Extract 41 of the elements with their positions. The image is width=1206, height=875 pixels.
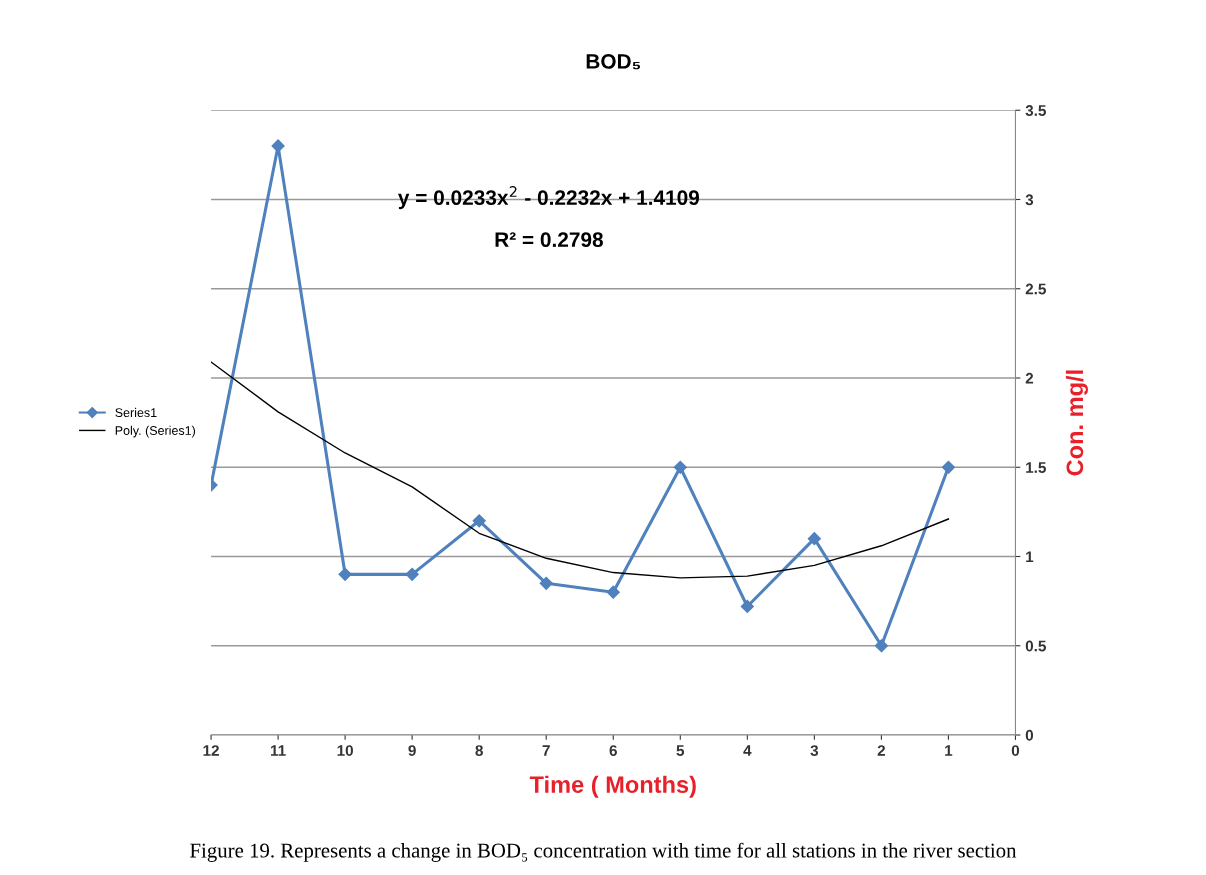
legend-label: Series1 <box>115 407 157 418</box>
x-tick-label: 3 <box>810 745 819 756</box>
point <box>539 576 553 590</box>
x-tick-label: 1 <box>945 745 953 756</box>
y-tick-label: 2.5 <box>1025 283 1046 295</box>
y-tick-label: 3.5 <box>1025 105 1046 116</box>
x-tick-label: 6 <box>609 745 617 756</box>
point <box>338 567 352 581</box>
legend-label: Poly. (Series1) <box>115 425 196 438</box>
y-tick-label: 1 <box>1026 551 1034 563</box>
y-tick-label: 3 <box>1025 194 1034 206</box>
y-tick-label: 2 <box>1025 372 1034 384</box>
point <box>673 460 687 474</box>
x-tick-label: 5 <box>676 745 685 756</box>
y-tick-label: 0.5 <box>1025 640 1046 652</box>
annotation: R² = 0.2798 <box>495 232 603 248</box>
point <box>271 139 285 153</box>
point <box>874 639 888 653</box>
y-axis-title: Con. mg/l <box>1065 370 1088 476</box>
line-series <box>211 361 950 579</box>
x-tick-label: 0 <box>1011 745 1020 756</box>
point <box>472 514 486 528</box>
x-tick-label: 7 <box>542 745 550 756</box>
y-tick-label: 1.5 <box>1026 462 1046 473</box>
x-tick-label: 2 <box>877 745 886 756</box>
x-tick-label: 4 <box>743 745 752 756</box>
point <box>606 585 620 599</box>
x-tick-label: 11 <box>270 745 286 756</box>
caption: Figure 19. Represents a change in BOD₅ concentration with time for all stations in the river section <box>190 842 1017 862</box>
point <box>941 460 956 474</box>
x-tick-label: 12 <box>203 745 219 756</box>
y-tick-label: 0 <box>1025 729 1034 741</box>
point <box>740 599 754 614</box>
x-tick-label: 9 <box>408 745 416 756</box>
annotation: y = 0.0233x$^{2}$ - 0.2232x + 1.4109 <box>398 186 700 210</box>
point <box>807 532 821 546</box>
x-tick-label: 8 <box>475 745 483 756</box>
point <box>405 567 419 581</box>
x-axis-title: Time ( Months) <box>529 775 696 798</box>
x-tick-label: 10 <box>337 745 353 756</box>
chart-title: BOD₅ <box>586 54 641 70</box>
